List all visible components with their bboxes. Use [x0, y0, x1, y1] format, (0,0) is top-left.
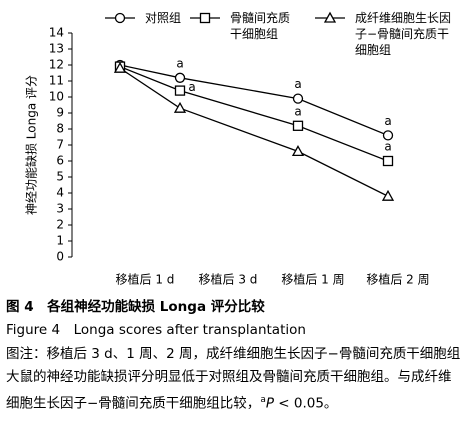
marker [382, 155, 394, 167]
x-tick-label: 移植后 1 d [116, 272, 175, 287]
series-line [119, 65, 389, 162]
annotation: a [188, 80, 195, 94]
y-tick-label: 4 [56, 186, 64, 200]
x-tick-label: 移植后 2 周 [366, 272, 429, 287]
legend-marker [199, 12, 211, 24]
x-tick-label: 移植后 3 d [199, 272, 258, 287]
marker [291, 145, 305, 157]
marker [113, 61, 127, 73]
y-tick-label: 12 [49, 58, 64, 72]
annotation: a [294, 77, 301, 91]
note-sup: a [260, 395, 266, 405]
marker [292, 93, 304, 104]
marker [292, 120, 304, 131]
y-axis-label: 神经功能缺损 Longa 评分 [24, 75, 39, 215]
marker [381, 189, 395, 201]
note-p: P [265, 395, 274, 412]
marker [174, 85, 186, 96]
y-tick-label: 8 [56, 122, 64, 136]
caption-en: Figure 4 Longa scores after transplantat… [6, 322, 306, 338]
x-tick-label: 移植后 1 周 [281, 272, 344, 287]
legend-label: 骨髓间充质干细胞组 [230, 11, 291, 41]
y-tick-label: 7 [56, 138, 64, 152]
y-tick-label: 11 [49, 74, 64, 88]
y-tick-label: 9 [56, 106, 64, 120]
series-line [119, 64, 389, 137]
annotation: a [384, 114, 391, 128]
annotation: a [294, 104, 301, 118]
legend-label: 成纤维细胞生长因子−骨髓间充质干细胞组 [355, 11, 452, 57]
marker [173, 101, 187, 113]
y-tick-label: 10 [49, 90, 64, 104]
y-tick-label: 3 [56, 202, 64, 216]
marker [382, 130, 394, 141]
legend-marker [323, 11, 337, 23]
annotation: a [384, 140, 391, 154]
series-line [119, 67, 389, 197]
y-tick-label: 1 [56, 234, 64, 248]
marker [174, 72, 186, 83]
y-tick-label: 5 [56, 170, 64, 184]
legend-marker [114, 12, 126, 24]
note-text: 图注：移植后 3 d、1 周、2 周，成纤维细胞生长因子−骨髓间充质干细胞组大鼠… [6, 346, 461, 412]
y-tick-label: 0 [56, 250, 64, 264]
caption-cn: 图 4 各组神经功能缺损 Longa 评分比较 [6, 299, 265, 315]
y-tick-label: 6 [56, 154, 64, 168]
y-tick-label: 13 [49, 42, 64, 56]
annotation: a [176, 56, 183, 70]
y-tick-label: 14 [49, 26, 64, 40]
chart: 神经功能缺损 Longa 评分 01234567891011121314移植后 … [24, 11, 430, 287]
y-tick-label: 2 [56, 218, 64, 232]
caption-note: 图注：移植后 3 d、1 周、2 周，成纤维细胞生长因子−骨髓间充质干细胞组大鼠… [6, 343, 461, 416]
note-end: < 0.05。 [273, 395, 338, 412]
legend-label: 对照组 [145, 11, 182, 25]
